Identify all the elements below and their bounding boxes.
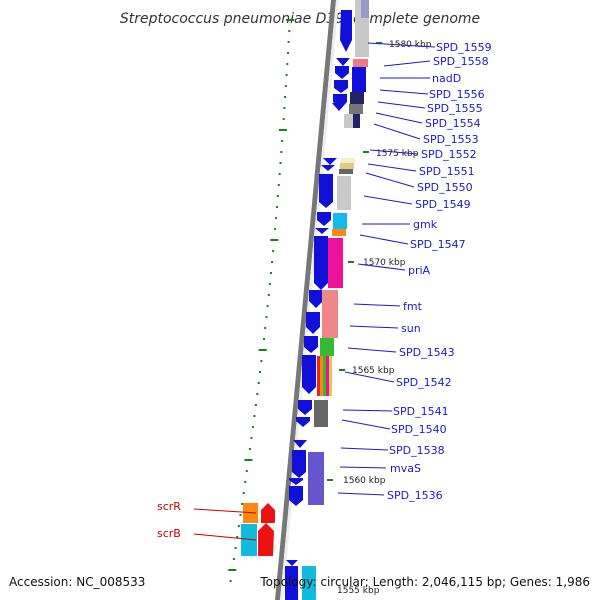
gene-label[interactable]: fmt <box>403 300 423 313</box>
tick-mark <box>274 228 277 230</box>
tick-mark <box>251 426 254 428</box>
tick-mark <box>265 316 268 318</box>
tick-mark <box>248 448 251 450</box>
tick-mark <box>270 239 279 241</box>
gene-label[interactable]: SPD_1547 <box>410 238 466 251</box>
map-title: Streptococcus pneumoniae D39, complete g… <box>120 11 480 27</box>
tick-mark <box>278 173 281 175</box>
tick-mark <box>234 547 237 549</box>
tick-mark <box>268 283 271 285</box>
scale-label-group: 1580 kbp 1575 kbp 1570 kbp 1565 kbp 1560… <box>327 40 432 596</box>
scale-label-1580: 1580 kbp <box>389 40 432 50</box>
tick-mark <box>263 338 265 340</box>
gene-label[interactable]: SPD_1555 <box>427 102 483 115</box>
tick-mark <box>277 184 280 186</box>
tick-mark <box>242 492 245 494</box>
tick-mark <box>276 206 278 208</box>
tick-mark <box>281 140 284 142</box>
tick-mark <box>279 162 282 164</box>
gene-label[interactable]: SPD_1543 <box>399 346 455 359</box>
rna-features <box>241 503 275 556</box>
tick-mark <box>228 569 237 571</box>
gene-labels: SPD_1559 SPD_1558 nadD SPD_1556 SPD_1555… <box>387 41 492 502</box>
gene-label[interactable]: SPD_1556 <box>429 88 485 101</box>
gene-label[interactable]: SPD_1553 <box>423 133 479 146</box>
scale-label-1570: 1570 kbp <box>363 258 406 268</box>
gene-label[interactable]: SPD_1536 <box>387 489 443 502</box>
tick-mark <box>282 118 285 120</box>
tick-mark <box>258 349 267 351</box>
gene-label[interactable]: SPD_1549 <box>415 198 471 211</box>
tick-mark <box>280 151 283 153</box>
gene-label[interactable]: mvaS <box>390 462 421 475</box>
tick-mark <box>276 195 279 197</box>
gene-label[interactable]: nadD <box>432 72 461 85</box>
tick-mark <box>266 305 269 307</box>
tick-mark <box>264 327 267 329</box>
tick-mark <box>278 129 287 131</box>
gene-label[interactable]: SPD_1551 <box>419 165 475 178</box>
tick-mark <box>275 217 278 219</box>
tick-mark <box>270 272 272 274</box>
gene-label[interactable]: SPD_1550 <box>417 181 473 194</box>
rna-label[interactable]: scrB <box>157 527 181 540</box>
tick-mark <box>260 360 263 362</box>
tick-mark <box>239 514 242 516</box>
tick-mark <box>236 536 239 538</box>
tick-mark <box>272 250 275 252</box>
gene-arrows <box>285 10 352 600</box>
gene-label[interactable]: SPD_1542 <box>396 376 452 389</box>
tick-mark <box>244 481 247 483</box>
accession-text: Accession: NC_008533 <box>9 575 145 589</box>
tick-mark <box>287 41 290 43</box>
tick-mark <box>259 371 261 373</box>
rna-label[interactable]: scrR <box>157 500 181 513</box>
tick-mark <box>284 85 287 87</box>
tick-mark <box>245 470 248 472</box>
tick-mark <box>232 558 235 560</box>
tick-mark <box>257 382 260 384</box>
gene-label[interactable]: SPD_1554 <box>425 117 481 130</box>
tick-mark <box>253 415 256 417</box>
tick-mark <box>271 261 274 263</box>
category-bars <box>302 0 369 600</box>
gene-label[interactable]: SPD_1541 <box>393 405 449 418</box>
leader-lines <box>193 42 436 541</box>
genome-summary-text: Topology: circular; Length: 2,046,115 bp… <box>259 575 590 589</box>
tick-mark <box>267 294 270 296</box>
scale-label-1555: 1555 kbp <box>337 586 380 596</box>
tick-mark <box>287 52 289 54</box>
scale-label-1575: 1575 kbp <box>376 149 419 159</box>
tick-mark <box>286 63 289 65</box>
tick-mark <box>237 525 240 527</box>
gene-label[interactable]: sun <box>401 322 421 335</box>
tick-mark <box>284 96 287 98</box>
gene-label[interactable]: priA <box>408 264 431 277</box>
tick-mark <box>283 107 286 109</box>
tick-mark <box>288 30 291 32</box>
tick-mark <box>250 437 253 439</box>
scale-label-1565: 1565 kbp <box>352 366 395 376</box>
tick-mark <box>256 393 259 395</box>
gene-label[interactable]: SPD_1559 <box>436 41 492 54</box>
tick-mark <box>244 459 253 461</box>
gene-label[interactable]: SPD_1538 <box>389 444 445 457</box>
gene-label[interactable]: SPD_1540 <box>391 423 447 436</box>
tick-mark <box>229 580 232 582</box>
tick-mark <box>254 404 257 406</box>
scale-label-1560: 1560 kbp <box>343 476 386 486</box>
gene-label[interactable]: gmk <box>413 218 438 231</box>
tick-mark <box>241 503 244 505</box>
gene-label[interactable]: SPD_1558 <box>433 55 489 68</box>
scale-ticks <box>228 19 294 582</box>
tick-mark <box>286 19 294 21</box>
rna-labels: scrR scrB <box>157 500 181 540</box>
tick-mark <box>285 74 288 76</box>
gene-label[interactable]: SPD_1552 <box>421 148 477 161</box>
